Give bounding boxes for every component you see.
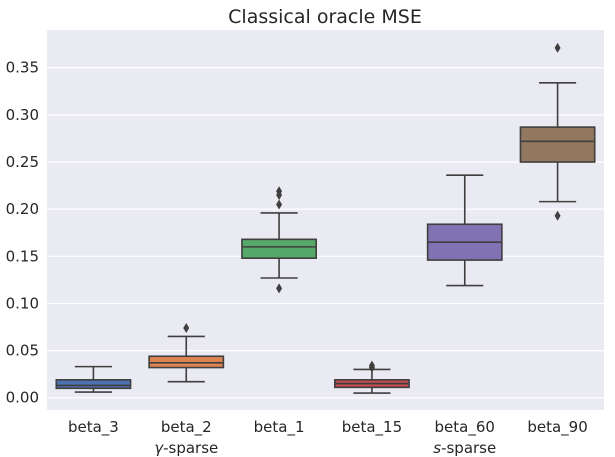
y-tick-label: 0.25	[6, 153, 39, 171]
x-tick-label: beta_3	[68, 418, 119, 437]
box-iqr	[55, 379, 132, 390]
group-label-text: -sparse	[441, 439, 496, 457]
y-tick-label: 0.05	[6, 342, 39, 360]
y-tick-label: 0.20	[6, 200, 39, 218]
flier-point	[276, 199, 283, 210]
box-iqr	[519, 126, 596, 163]
boxes	[55, 42, 596, 394]
flier-point	[183, 322, 190, 333]
box-iqr	[241, 238, 318, 259]
x-tick-label: beta_1	[254, 418, 305, 437]
box-beta_90	[519, 42, 596, 221]
box-beta_15	[333, 360, 410, 394]
x-tick-label: beta_15	[342, 418, 402, 437]
box-iqr	[148, 355, 225, 369]
flier-point	[554, 210, 561, 221]
chart-title: Classical oracle MSE	[228, 6, 422, 28]
gridlines	[47, 67, 604, 399]
group-label-symbol: s	[433, 439, 441, 457]
group-label-text: -sparse	[163, 439, 218, 457]
flier-point	[554, 42, 561, 53]
y-tick-label: 0.00	[6, 389, 39, 407]
group-label-symbol: γ	[154, 439, 164, 457]
flier-point	[276, 186, 283, 197]
x-tick-label: beta_60	[435, 418, 495, 437]
group-label: γ-sparse	[154, 439, 218, 457]
x-axis-ticks: beta_3 beta_2 beta_1 beta_15 beta_60 beta_90	[68, 418, 588, 437]
y-tick-label: 0.35	[6, 59, 39, 77]
plot-area	[47, 30, 604, 410]
flier-point	[368, 360, 375, 371]
flier-point	[276, 283, 283, 294]
group-label: s-sparse	[433, 439, 496, 457]
x-tick-label: beta_2	[161, 418, 212, 437]
group-labels: γ-sparse s-sparse	[154, 439, 496, 457]
y-tick-label: 0.15	[6, 247, 39, 265]
box-beta_60	[426, 174, 503, 287]
x-tick-label: beta_90	[527, 418, 587, 437]
box-beta_1	[241, 186, 318, 294]
y-tick-label: 0.30	[6, 106, 39, 124]
box-beta_2	[148, 322, 225, 383]
y-tick-label: 0.10	[6, 294, 39, 312]
box-beta_3	[55, 365, 132, 393]
y-axis-ticks: 0.00 0.05 0.10 0.15 0.20 0.25 0.30 0.35	[6, 59, 39, 407]
